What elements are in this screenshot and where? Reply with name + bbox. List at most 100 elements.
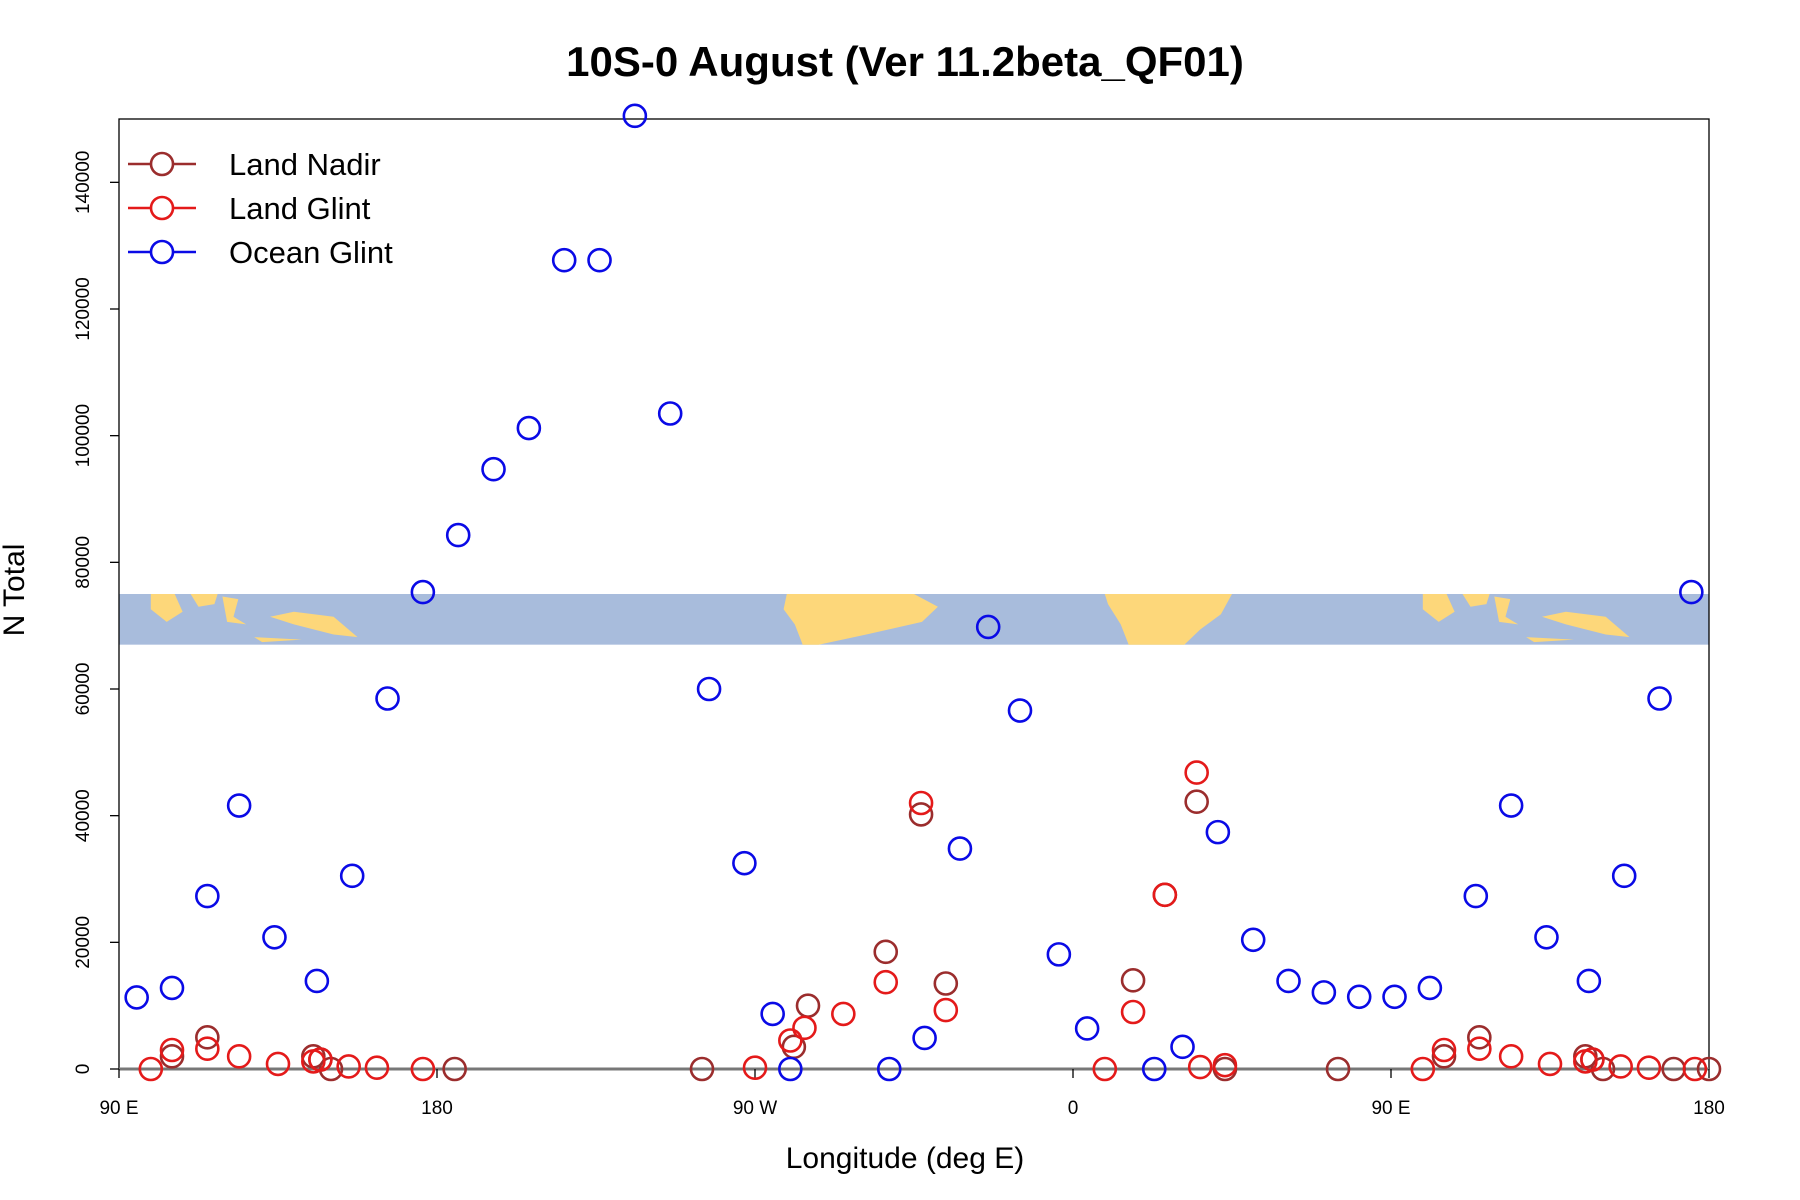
data-point (1498, 1044, 1524, 1069)
data-point (1498, 793, 1524, 818)
legend-item: Land Glint (128, 191, 371, 226)
data-point (1092, 1056, 1118, 1082)
data-point (975, 614, 1001, 640)
data-point (1534, 924, 1559, 950)
series-land-glint (138, 760, 1708, 1082)
data-point (1382, 984, 1407, 1010)
data-point (1431, 1037, 1457, 1063)
data-point (1311, 980, 1337, 1005)
data-point (1152, 882, 1178, 908)
data-point (1276, 968, 1301, 994)
data-point (873, 969, 899, 995)
legend-item: Land Nadir (128, 147, 381, 182)
x-tick-label: 180 (1693, 1098, 1725, 1119)
x-tick-label: 0 (1068, 1098, 1079, 1119)
data-point (375, 686, 400, 711)
data-point (516, 415, 542, 441)
data-point (873, 939, 899, 965)
data-point (159, 1037, 185, 1063)
data-point (1120, 999, 1146, 1025)
map-land-sulawesi-2 (1494, 596, 1519, 625)
legend-marker (149, 151, 175, 177)
data-point (226, 1044, 252, 1069)
data-point (795, 993, 821, 1018)
x-tick-label: 90 E (1371, 1098, 1410, 1119)
y-tick-label: 0 (73, 1064, 94, 1075)
data-point (1647, 686, 1672, 711)
data-point (124, 985, 149, 1010)
data-point (410, 1056, 436, 1082)
data-point (339, 863, 365, 889)
y-axis-title: N Total (0, 544, 31, 637)
chart-title: 10S-0 August (Ver 11.2beta_QF01) (566, 38, 1244, 85)
x-axis-title: Longitude (deg E) (786, 1142, 1025, 1175)
data-point (1636, 1055, 1662, 1081)
data-point (587, 247, 612, 273)
data-point (262, 924, 287, 950)
axes: 90 E 180 90 W 0 90 E 180 0 20000 40000 60000 80000… (73, 118, 1725, 1119)
x-tick-label: 90 E (99, 1098, 138, 1119)
data-point (696, 676, 722, 702)
data-point (1212, 1052, 1238, 1078)
data-point (1537, 1051, 1563, 1077)
data-point (1467, 1025, 1492, 1050)
inset-world-map (119, 594, 1709, 645)
data-point (1120, 968, 1146, 993)
data-point (195, 1036, 220, 1062)
y-tick-label: 20000 (73, 916, 94, 969)
data-point (1576, 968, 1602, 994)
data-point (195, 1025, 220, 1050)
map-land-sumatra (150, 594, 183, 622)
data-point (831, 1001, 856, 1027)
map-land-borneo-2 (1462, 594, 1490, 607)
data-point (1611, 863, 1637, 889)
y-tick-label: 80000 (73, 536, 94, 589)
data-point (308, 1047, 333, 1072)
map-land-islands (254, 637, 302, 643)
data-point (442, 1056, 467, 1082)
data-point (410, 579, 436, 605)
data-point (908, 790, 934, 816)
legend-label: Ocean Glint (229, 235, 393, 270)
data-point (1074, 1016, 1100, 1041)
data-point (1696, 1056, 1722, 1082)
map-land-islands-2 (1526, 637, 1574, 643)
data-point (1679, 579, 1704, 605)
data-point (138, 1056, 164, 1082)
data-point (445, 522, 471, 548)
map-land-south-america (783, 594, 938, 645)
data-point (1410, 1056, 1436, 1082)
data-point (742, 1055, 768, 1081)
data-point (1417, 975, 1443, 1001)
data-point (760, 1001, 785, 1027)
data-point (364, 1055, 390, 1081)
data-point (159, 1044, 185, 1069)
data-point (1608, 1054, 1633, 1079)
y-tick-label: 100000 (73, 404, 94, 467)
data-point (304, 968, 330, 994)
map-land-new-guinea (270, 611, 358, 638)
legend-item: Ocean Glint (128, 235, 393, 270)
data-point (1141, 1056, 1167, 1082)
data-point (778, 1028, 803, 1053)
data-point (657, 401, 683, 426)
data-point (1240, 927, 1266, 953)
legend-marker (149, 239, 175, 265)
data-point (622, 103, 648, 129)
map-land-sulawesi (222, 596, 247, 625)
data-point (1184, 760, 1209, 785)
data-point (1463, 883, 1489, 909)
map-land-africa (1104, 594, 1232, 645)
data-point (551, 247, 577, 273)
data-point (1346, 984, 1372, 1010)
data-point (265, 1051, 291, 1077)
data-point (876, 1056, 902, 1082)
x-tick-label: 90 W (733, 1098, 777, 1119)
legend-marker (149, 195, 175, 221)
data-point (732, 850, 757, 876)
map-land-borneo (190, 594, 218, 607)
data-point (481, 456, 506, 482)
data-point (1325, 1056, 1351, 1082)
data-point (226, 793, 252, 818)
